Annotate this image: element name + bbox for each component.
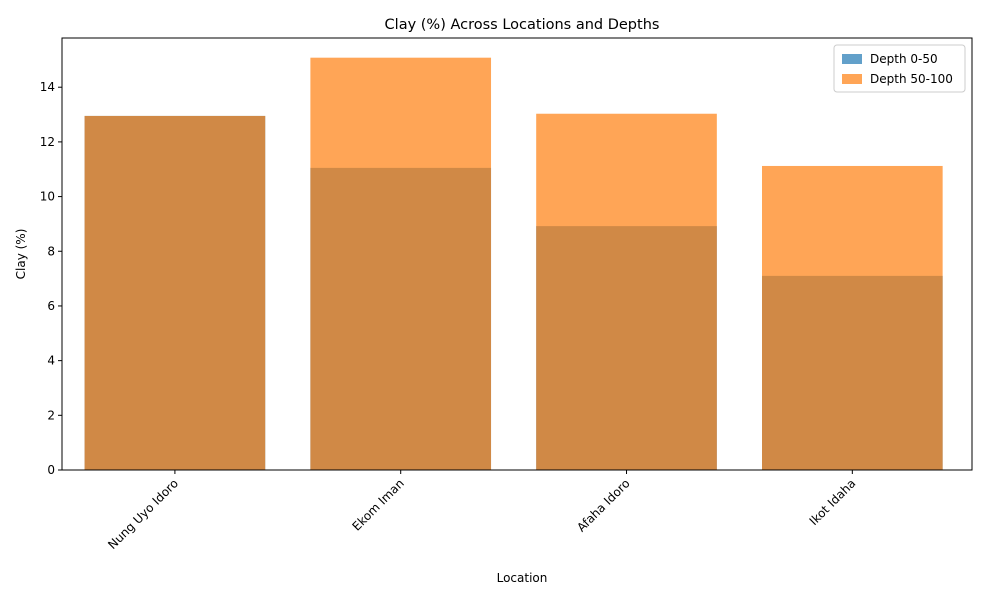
y-tick-label: 6: [47, 299, 55, 313]
y-tick-label: 0: [47, 463, 55, 477]
y-tick-label: 12: [40, 135, 55, 149]
bar-afaha-idoro-series-2: [536, 113, 717, 471]
legend-swatch-1: [842, 54, 862, 64]
bar-group: [84, 57, 943, 471]
y-axis: 0 2 4 6 8 10 12 14: [40, 80, 62, 477]
y-axis-label: Clay (%): [14, 229, 28, 280]
y-tick-label: 4: [47, 354, 55, 368]
bar-ikot-idaha-series-2: [762, 165, 943, 471]
x-axis-label: Location: [497, 571, 548, 585]
plot-frame: [61, 37, 973, 471]
bar-nung-uyo-idoro-series-2: [84, 115, 266, 471]
y-tick-label: 2: [47, 408, 55, 422]
bar-ekom-iman-series-2: [310, 57, 492, 471]
legend-label-1: Depth 0-50: [870, 52, 938, 66]
legend-box: [833, 44, 966, 93]
y-tick-label: 14: [40, 80, 55, 94]
chart-title: Clay (%) Across Locations and Depths: [385, 17, 660, 33]
legend: Depth 0-50 Depth 50-100: [833, 44, 966, 93]
legend-label-2: Depth 50-100: [870, 72, 953, 86]
y-tick-label: 10: [40, 190, 55, 204]
y-tick-label: 8: [47, 244, 55, 258]
legend-swatch-2: [842, 74, 862, 84]
